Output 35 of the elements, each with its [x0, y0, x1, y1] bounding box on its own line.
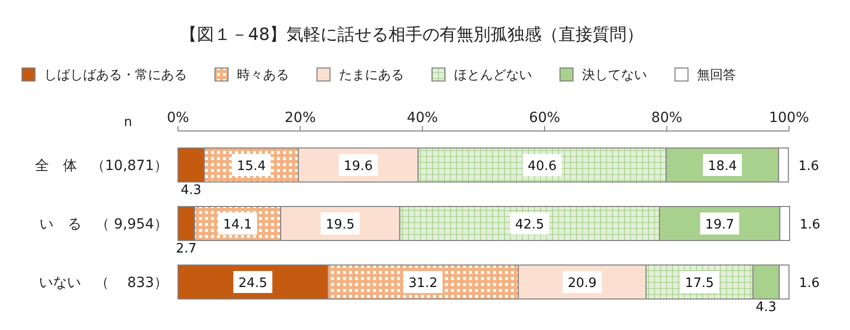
- data-label: 31.2: [408, 276, 438, 291]
- legend-label: しばしばある・常にある: [44, 68, 187, 83]
- data-label: 18.4: [708, 159, 737, 174]
- data-label: 2.7: [176, 242, 197, 256]
- data-label: 19.7: [705, 218, 734, 232]
- y-tick-label: い る （ 9,954）: [39, 216, 168, 232]
- text: n: [124, 115, 132, 130]
- y-tick-label: いない （ 833）: [38, 275, 168, 291]
- x-tick-label: 0%: [166, 110, 190, 126]
- chart-title: 【図１－48】気軽に話せる相手の有無別孤独感（直接質問）: [180, 25, 644, 45]
- y-tick-label: 全 体 （10,871）: [35, 158, 168, 174]
- data-label: 40.6: [528, 159, 557, 174]
- data-label: 1.6: [800, 218, 820, 232]
- data-label: 20.9: [568, 276, 597, 291]
- legend-label: 時々ある: [237, 68, 289, 83]
- data-label: 19.6: [344, 159, 373, 174]
- legend-label: ほとんどない: [454, 68, 532, 83]
- x-tick-label: 100%: [768, 110, 810, 126]
- data-label: 1.6: [798, 159, 820, 174]
- data-label: 17.5: [685, 276, 714, 291]
- x-tick-label: 80%: [651, 110, 682, 126]
- legend-label: 無回答: [697, 68, 736, 83]
- x-tick-label: 60%: [529, 110, 560, 126]
- data-label: 14.1: [223, 218, 252, 232]
- x-tick-label: 20%: [284, 110, 316, 126]
- data-label: 24.5: [238, 276, 268, 291]
- data-label: 1.6: [799, 276, 820, 291]
- data-label: 4.3: [180, 183, 202, 198]
- x-tick-label: 40%: [406, 110, 438, 126]
- legend-label: 決してない: [582, 68, 647, 83]
- data-label: 4.3: [756, 300, 776, 315]
- data-label: 15.4: [236, 159, 266, 174]
- legend-label: たまにある: [339, 68, 404, 83]
- data-label: 42.5: [515, 218, 544, 232]
- data-label: 19.5: [326, 218, 355, 232]
